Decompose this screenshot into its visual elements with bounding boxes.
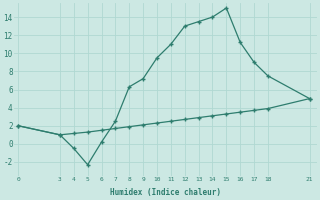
- X-axis label: Humidex (Indice chaleur): Humidex (Indice chaleur): [110, 188, 221, 197]
